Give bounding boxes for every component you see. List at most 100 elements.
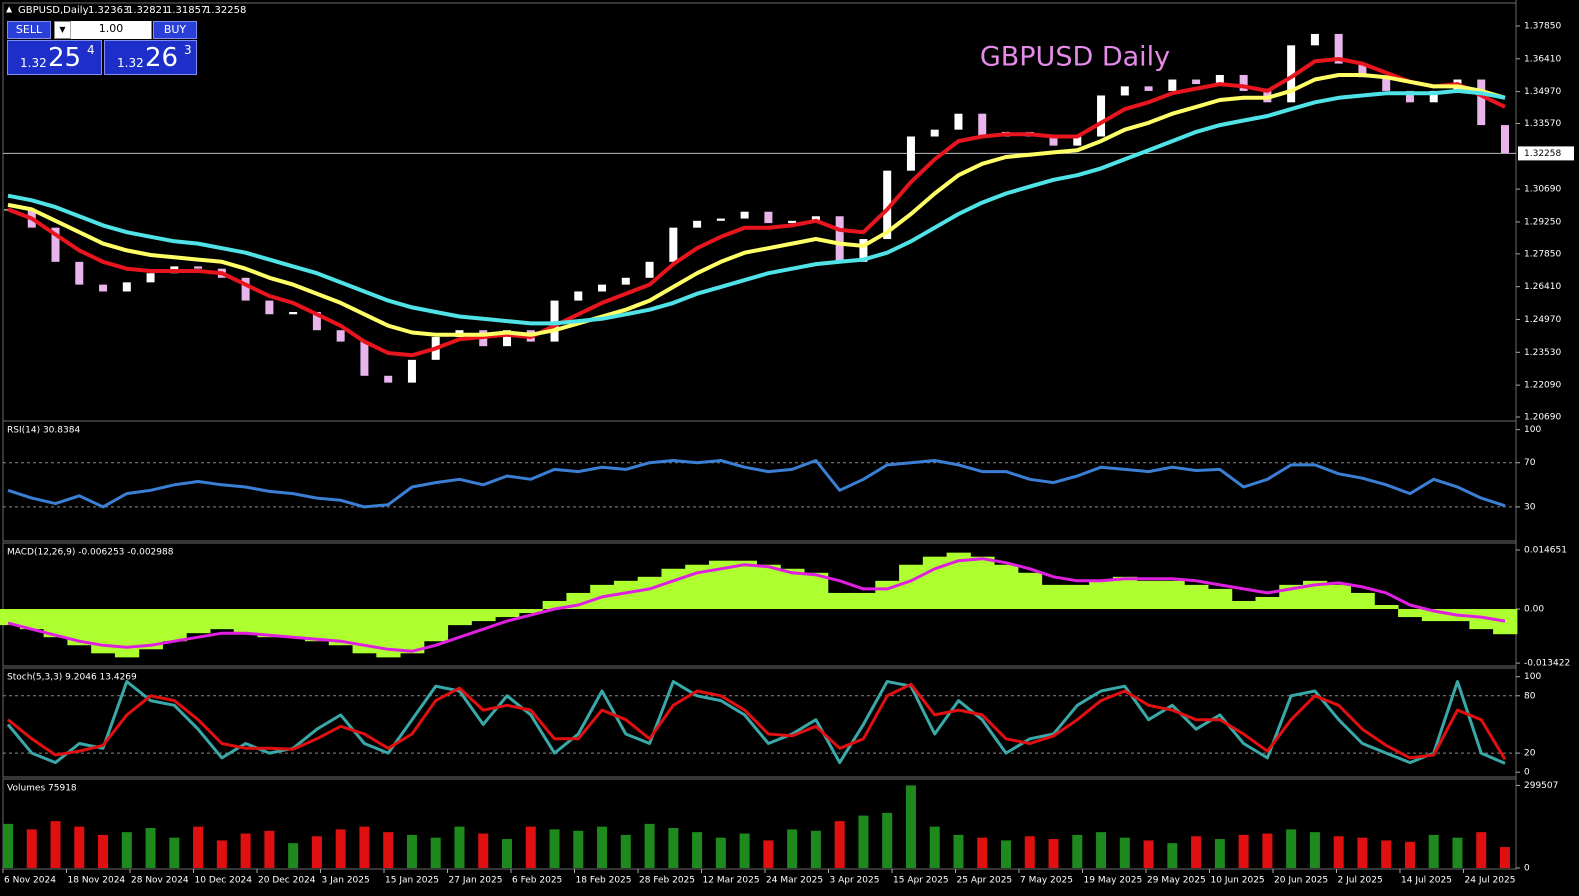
buy-button[interactable]: BUY [153,21,197,39]
volume-bar [240,833,251,868]
volume-bar [3,823,13,868]
y-tick-label: 70 [1524,458,1536,468]
ask-quote[interactable]: 1.32 26 3 [104,40,197,75]
candle-body [1239,74,1248,91]
candle-body [407,359,416,383]
macd-bar [281,609,306,638]
macd-bar [1065,584,1090,610]
x-tick-label: 20 Dec 2024 [258,876,316,886]
x-tick-label: 24 Mar 2025 [766,876,823,886]
volume-bar [383,832,394,868]
ask-frac: 3 [184,43,192,57]
macd-bar [994,564,1019,610]
collapse-icon[interactable]: ▲ [6,5,13,14]
x-tick-label: 29 May 2025 [1147,876,1206,886]
volume-bar [525,826,536,868]
candle-body [336,330,345,342]
bid-quote[interactable]: 1.32 25 4 [7,40,102,75]
volume-bar [335,829,346,868]
candle-body [1287,45,1296,103]
y-tick-label: 0 [1524,768,1530,778]
volume-bar [121,832,132,868]
candle-body [312,311,321,331]
volume-bar [929,826,940,868]
x-tick-label: 12 Mar 2025 [703,876,760,886]
macd-bar [400,609,425,654]
volume-bar [1428,834,1439,868]
x-tick-label: 28 Feb 2025 [639,876,695,886]
y-tick-label: 1.27850 [1524,249,1561,259]
x-tick-label: 3 Apr 2025 [830,876,880,886]
lot-down[interactable]: ▼ [55,22,71,38]
macd-bar [1326,584,1352,610]
candle-body [122,282,131,292]
volume-bar [216,840,227,868]
x-tick-label: 10 Jun 2025 [1211,876,1265,886]
indicator-label: MACD(12,26,9) -0.006253 -0.002988 [7,548,174,558]
sell-button[interactable]: SELL [7,21,51,39]
y-tick-label: 1.22090 [1524,381,1561,391]
y-tick-label: 299507 [1524,781,1558,791]
x-tick-label: 19 May 2025 [1084,876,1143,886]
macd-bar [0,609,21,626]
candle-body [1120,86,1129,96]
ask-pips: 26 [145,43,179,73]
candle-body [360,341,369,376]
macd-bar [186,609,211,634]
x-tick-label: 15 Jan 2025 [385,876,439,886]
volume-bar [1333,836,1344,868]
macd-bar [542,600,567,610]
volume-bar [763,840,774,868]
y-tick-label: 1.29250 [1524,217,1561,227]
y-tick-label: 0.014651 [1524,546,1567,556]
header-low: 1.31857 [166,5,207,16]
volume-bar [311,836,322,868]
candle-body [1168,79,1177,91]
volume-bar [573,830,584,868]
candle-body [764,211,773,224]
macd-bar [804,572,829,610]
volume-bar [502,839,512,868]
macd-bar [233,609,258,634]
lot-value[interactable]: 1.00 [71,21,151,39]
volume-bar [1262,833,1273,868]
macd-bar [162,609,187,642]
candle-body [1215,74,1224,85]
x-tick-label: 3 Jan 2025 [322,876,370,886]
volume-bar [74,826,85,868]
header-open: 1.32363 [88,5,129,16]
volume-bar [1191,836,1202,868]
candle-body [716,218,725,221]
volume-bar [430,837,441,868]
candle-body [1501,125,1509,154]
macd-bar [423,609,449,642]
candle-body [1334,33,1343,64]
volume-bar [1096,832,1107,868]
y-tick-label: 1.30690 [1524,185,1561,195]
macd-bar [1017,572,1043,610]
macd-bar [1469,609,1494,630]
candle-body [1382,77,1391,91]
volume-bar [1404,841,1415,868]
lot-field[interactable]: ▼ 1.00 [54,21,152,39]
candle-body [669,227,678,262]
candle-body [289,311,298,315]
candle-body [598,284,607,292]
y-tick-label: 30 [1524,502,1536,512]
indicator-label: Stoch(5,3,3) 9.2046 13.4269 [7,673,137,683]
candle-body [788,220,797,224]
y-tick-label: 100 [1524,425,1541,435]
x-tick-label: 20 Jun 2025 [1274,876,1328,886]
volume-bar [953,834,964,868]
candle-body [693,220,702,228]
x-tick-label: 27 Jan 2025 [449,876,503,886]
volume-bar [1476,832,1487,868]
volume-bar [193,826,204,868]
macd-bar [1493,609,1518,635]
bid-frac: 4 [87,43,95,57]
indicator-line [7,88,1506,326]
bid-big: 1.32 [20,56,47,70]
candle-body [1405,90,1414,103]
x-tick-label: 6 Nov 2024 [4,876,56,886]
